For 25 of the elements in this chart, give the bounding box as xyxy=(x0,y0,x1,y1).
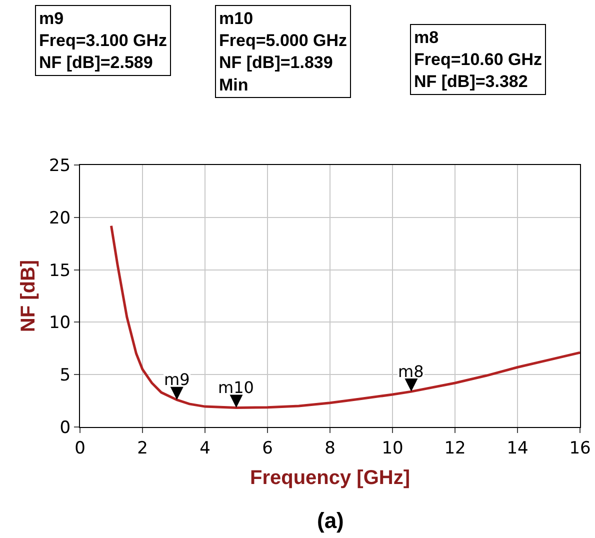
x-tick-label: 6 xyxy=(262,438,273,458)
annotation: m8 xyxy=(398,362,424,381)
line-series xyxy=(110,224,580,409)
x-tick-label: 4 xyxy=(200,438,210,458)
text: m9 Freq=3.100 GHz NF [dB]=2.589 xyxy=(39,9,168,72)
x-tick-label: 16 xyxy=(569,438,591,458)
text: m8 Freq=10.60 GHz NF [dB]=3.382 xyxy=(414,28,542,92)
y-tick-label: 10 xyxy=(48,313,71,334)
y-tick-label: 20 xyxy=(48,208,71,228)
annotation: m10 xyxy=(218,378,254,397)
y-tick-label: 0 xyxy=(60,418,71,438)
x-tick-label: 2 xyxy=(137,438,148,458)
y-tick-label: 15 xyxy=(48,260,71,281)
x-tick-label: 0 xyxy=(74,438,86,458)
y-axis-title: NF [dB] xyxy=(17,260,40,332)
x-tick-label: 10 xyxy=(382,438,404,458)
text: (a) xyxy=(317,508,344,533)
y-tick-label: 5 xyxy=(60,366,71,386)
x-tick-label: 14 xyxy=(506,438,528,458)
annotation: m9 xyxy=(164,370,190,389)
x-tick-label: 8 xyxy=(324,438,336,458)
y-tick-label: 25 xyxy=(48,156,71,176)
text: m10 Freq=5.000 GHz NF [dB]=1.839 Min xyxy=(219,9,348,94)
x-tick-label: 12 xyxy=(444,438,466,458)
x-axis-title: Frequency [GHz] xyxy=(250,466,410,489)
